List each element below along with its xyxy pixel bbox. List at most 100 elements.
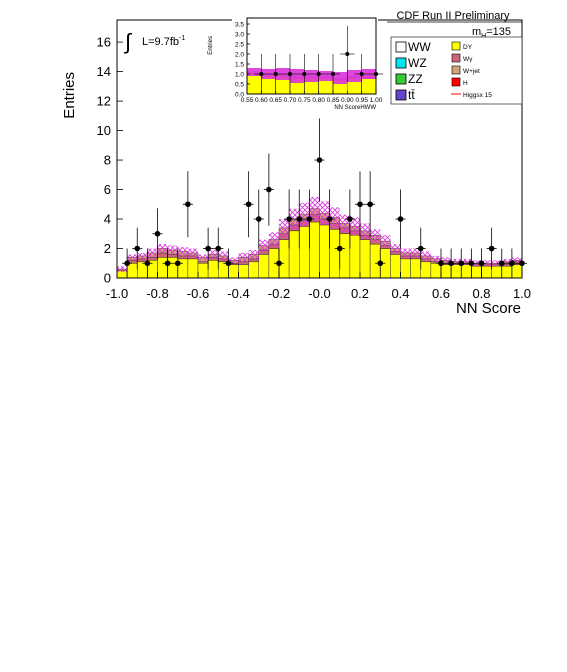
data-point-27 bbox=[446, 248, 457, 278]
data-marker-5 bbox=[331, 72, 335, 76]
inset-y-axis-label: Entries bbox=[208, 36, 214, 55]
histogram-bar-dy-33 bbox=[450, 264, 462, 279]
data-marker-2 bbox=[144, 260, 151, 267]
y-tick-label-0: 0.0 bbox=[235, 91, 244, 98]
uncertainty-band-30 bbox=[420, 251, 431, 261]
histogram-bar-dy-7 bbox=[187, 258, 199, 279]
uncertainty-band-3 bbox=[147, 248, 158, 258]
histogram-bar-dy-38 bbox=[501, 265, 513, 279]
data-marker-9 bbox=[225, 260, 232, 267]
data-point-24 bbox=[395, 189, 406, 249]
data-marker-23 bbox=[377, 260, 384, 267]
histogram-bar-dy-36 bbox=[481, 265, 492, 279]
y-tick-label-0: 0 bbox=[104, 271, 111, 286]
data-point-18 bbox=[324, 189, 335, 249]
histogram-bar-dy-19 bbox=[309, 221, 320, 279]
data-point-6 bbox=[182, 171, 193, 238]
x-tick-label-4: 0.75 bbox=[298, 97, 311, 104]
legend-swatch-right-3 bbox=[451, 77, 461, 87]
y-tick-label-6: 12 bbox=[97, 94, 111, 109]
data-marker-30 bbox=[478, 260, 485, 267]
histogram-bar-dy-8 bbox=[197, 263, 209, 279]
data-point-7 bbox=[354, 54, 369, 94]
histogram-bar-dy-24 bbox=[359, 239, 371, 279]
uncertainty-band-12 bbox=[238, 252, 249, 262]
data-point-14 bbox=[284, 189, 295, 249]
histogram-bar-dy-4 bbox=[157, 257, 168, 279]
data-point-1 bbox=[132, 227, 143, 270]
data-marker-21 bbox=[357, 201, 363, 208]
data-marker-6 bbox=[185, 201, 191, 208]
data-marker-11 bbox=[255, 216, 262, 222]
uncertainty-band-6 bbox=[333, 72, 348, 84]
x-tick-label-5: -0.0 bbox=[308, 286, 330, 301]
inset-x-axis-label: NN ScoreHWW bbox=[334, 105, 376, 111]
main-plot: -1.0 -0.8 -0.6 -0.4 -0.2 -0.0 0.2 0.4 0.6 0.8 1.0 … bbox=[61, 19, 531, 317]
histogram-bar-dy-27 bbox=[390, 254, 401, 279]
histogram-bar-dy-28 bbox=[400, 258, 411, 279]
legend-swatch-right-2 bbox=[451, 65, 461, 75]
histogram-bar-dy-5 bbox=[167, 257, 178, 279]
data-point-2 bbox=[282, 54, 298, 94]
y-tick-label-6: 3.0 bbox=[235, 31, 244, 38]
data-point-0 bbox=[254, 54, 269, 94]
x-tick-label-9: 1.00 bbox=[370, 97, 383, 104]
data-marker-15 bbox=[296, 216, 303, 222]
data-marker-6 bbox=[345, 52, 350, 56]
x-tick-label-7: 0.4 bbox=[391, 286, 409, 301]
histogram-bar-dy-9 bbox=[207, 260, 219, 279]
legend-label-left-2: ZZ bbox=[408, 72, 423, 86]
data-point-11 bbox=[253, 189, 264, 249]
data-marker-7 bbox=[205, 245, 211, 252]
uncertainty-band-34 bbox=[461, 258, 472, 265]
histogram-bar-dy-13 bbox=[248, 261, 259, 279]
uncertainty-band-2 bbox=[137, 252, 148, 259]
uncertainty-band-6 bbox=[177, 247, 188, 256]
legend-label-right-1: Wγ bbox=[463, 56, 473, 63]
legend-label-right-0: DY bbox=[463, 44, 473, 51]
histogram-bar-dy-20 bbox=[319, 224, 330, 279]
uncertainty-band-4 bbox=[304, 70, 319, 82]
uncertainty-band-5 bbox=[167, 245, 178, 255]
uncertainty-band-13 bbox=[248, 249, 259, 259]
data-point-19 bbox=[334, 227, 345, 270]
data-point-5 bbox=[172, 248, 183, 278]
uncertainty-band-22 bbox=[339, 214, 350, 233]
x-tick-label-2: 0.65 bbox=[269, 97, 282, 104]
y-tick-label-7: 3.5 bbox=[235, 21, 244, 28]
data-point-7 bbox=[203, 227, 214, 270]
data-point-31 bbox=[486, 227, 497, 270]
histogram-bar-dy-17 bbox=[288, 230, 300, 279]
data-point-29 bbox=[466, 248, 477, 278]
uncertainty-band-24 bbox=[360, 223, 371, 239]
histogram-bar-dy-34 bbox=[461, 264, 472, 279]
histogram-bar-dy-23 bbox=[349, 234, 361, 279]
y-tick-label-5: 2.5 bbox=[235, 41, 244, 48]
data-point-0 bbox=[122, 248, 133, 278]
x-tick-label-7: 0.90 bbox=[341, 97, 354, 104]
data-marker-0 bbox=[124, 260, 130, 267]
data-marker-16 bbox=[306, 216, 313, 222]
data-marker-31 bbox=[488, 245, 495, 252]
uncertainty-band-5 bbox=[318, 71, 333, 81]
data-point-4 bbox=[162, 248, 173, 278]
uncertainty-band-11 bbox=[228, 257, 239, 264]
data-marker-27 bbox=[448, 260, 454, 267]
data-point-15 bbox=[294, 189, 305, 249]
x-tick-label-6: 0.85 bbox=[327, 97, 340, 104]
histogram-bar-w-3 bbox=[147, 257, 158, 261]
data-point-12 bbox=[263, 153, 274, 226]
histogram-bar-dy-11 bbox=[228, 264, 239, 279]
inset-x-ticks: 0.55 0.60 0.65 0.70 0.75 0.80 0.85 0.90 0.95 1.00 bbox=[241, 91, 383, 104]
histogram-bar-dy-29 bbox=[410, 258, 421, 279]
y-tick-label-7: 14 bbox=[97, 64, 111, 79]
data-point-22 bbox=[365, 171, 376, 238]
histogram-bar-dy-14 bbox=[258, 254, 270, 279]
histogram-bar-dy-18 bbox=[299, 226, 310, 279]
data-point-3 bbox=[297, 54, 312, 94]
histogram-bar-dy-22 bbox=[339, 233, 351, 279]
data-marker-4 bbox=[164, 260, 171, 267]
x-tick-label-6: 0.2 bbox=[351, 286, 369, 301]
uncertainty-band-8 bbox=[198, 254, 209, 261]
uncertainty-band-38 bbox=[501, 258, 512, 265]
